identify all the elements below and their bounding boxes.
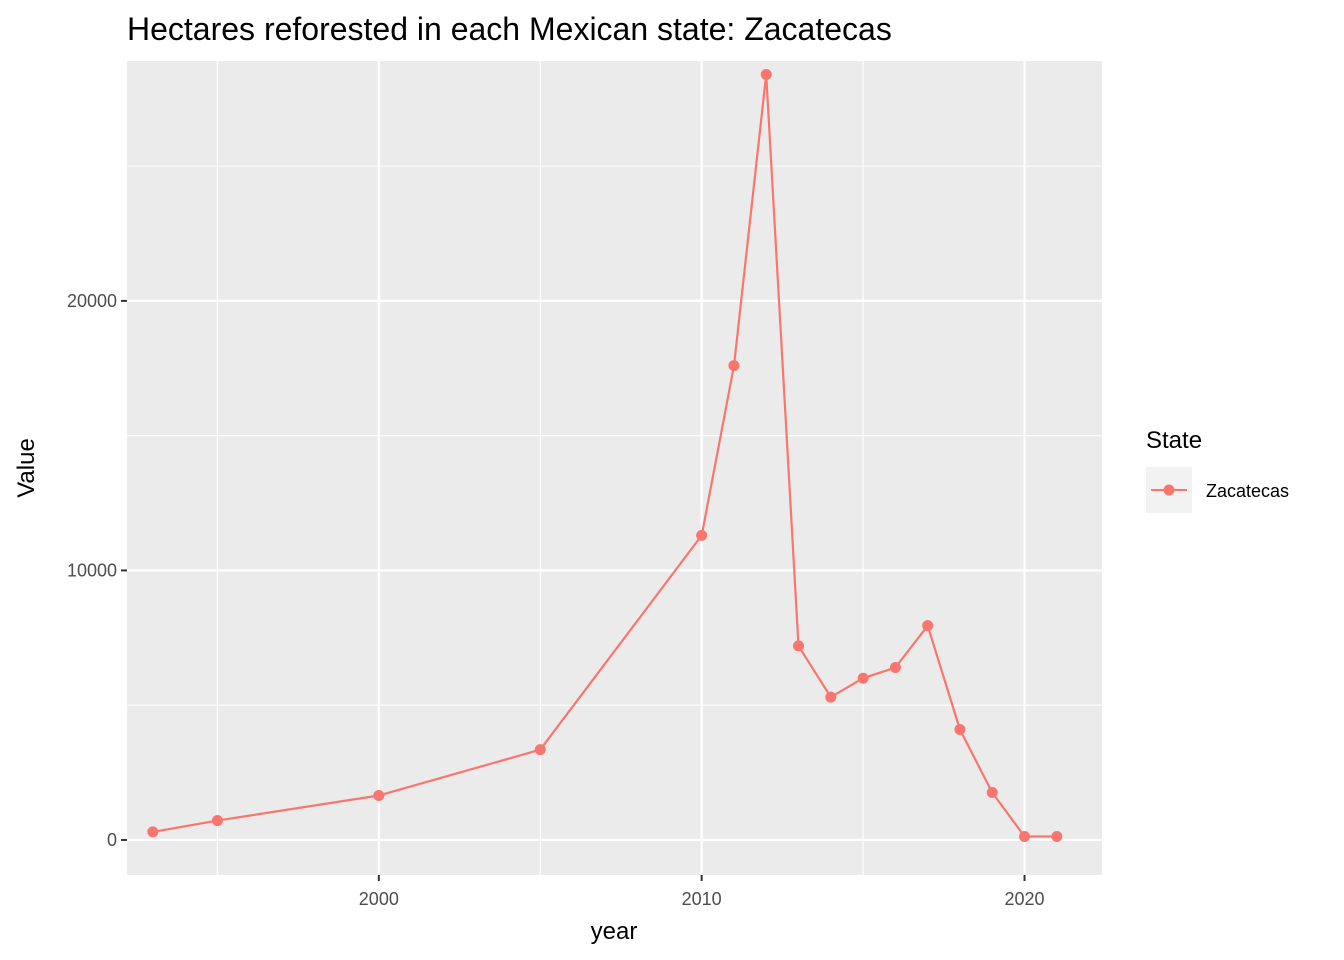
legend-label-zacatecas: Zacatecas [1206,481,1289,501]
legend-title: State [1146,427,1202,454]
plot-panel [127,61,1102,875]
x-tick-label: 2010 [682,889,722,909]
data-point [728,360,740,372]
data-point [760,68,772,80]
data-point [373,789,385,801]
data-point [825,691,837,703]
data-point [147,826,159,838]
data-point [954,723,966,735]
x-axis-title: year [591,918,638,945]
data-point [211,815,223,827]
data-point [696,529,708,541]
axis-layer: 2000 2010 2020 0 10000 20000 [67,291,1045,909]
grid-minor [127,61,1102,875]
y-tick-label: 10000 [67,560,117,580]
series-line-zacatecas [152,73,1057,838]
y-tick-label: 20000 [67,291,117,311]
x-tick-label: 2000 [359,889,399,909]
data-point [1019,830,1031,842]
data-point [534,744,546,756]
data-point [889,661,901,673]
data-point [986,787,998,799]
grid-major [127,61,1102,875]
series-layer [147,68,1063,842]
data-point [922,620,934,632]
y-tick-label: 0 [107,830,117,850]
x-tick-label: 2020 [1004,889,1044,909]
chart-title: Hectares reforested in each Mexican stat… [127,11,892,47]
legend-key-point [1163,484,1175,496]
data-point [1051,830,1063,842]
legend: State Zacatecas [1146,427,1289,513]
data-point [857,672,869,684]
data-point [793,640,805,652]
y-axis-title: Value [13,438,40,498]
